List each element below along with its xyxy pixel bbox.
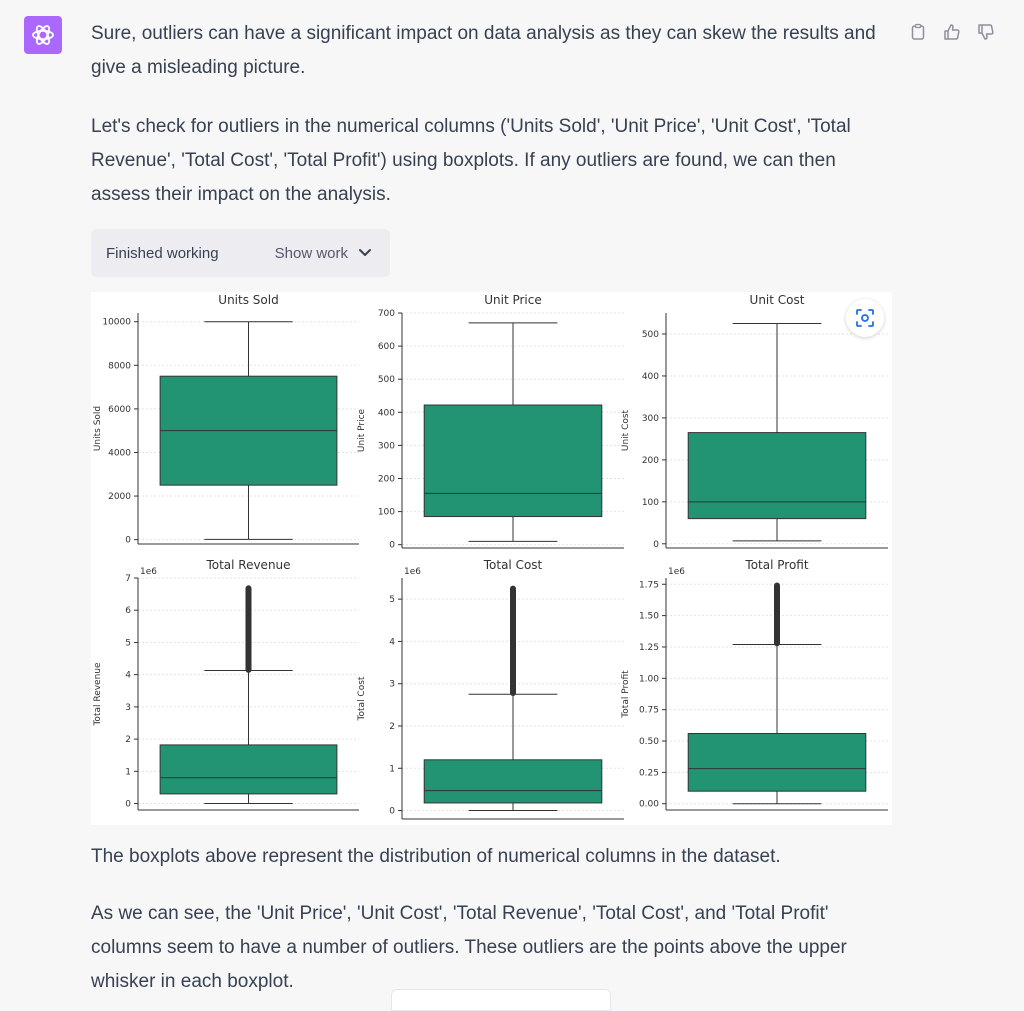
thumbs-up-button[interactable] [940,20,964,44]
openai-logo-icon [32,25,54,45]
message-paragraph: Let's check for outliers in the numerica… [91,110,891,212]
y-tick-label: 700 [378,309,395,319]
show-work-button[interactable]: Show work [275,245,372,262]
y-tick-label: 1 [125,767,131,777]
y-tick-label: 0 [125,800,131,810]
paragraph-text: As we can see, the 'Unit Price', 'Unit C… [91,903,847,992]
clipboard-icon [911,23,925,40]
y-tick-label: 8000 [108,361,131,371]
y-tick-label: 1.50 [639,612,659,622]
y-tick-label: 3 [125,703,131,713]
axis-exponent: 1e6 [140,567,157,577]
chat-input-edge[interactable] [391,989,611,1011]
y-tick-label: 600 [378,342,395,352]
chart-title: Total Profit [744,558,808,572]
status-label: Finished working [106,244,219,262]
axis-exponent: 1e6 [668,567,685,577]
y-tick-label: 4000 [108,448,131,458]
y-tick-label: 300 [642,414,659,424]
y-tick-label: 3 [389,680,395,690]
y-tick-label: 5 [389,595,395,605]
y-axis-label: Total Cost [357,676,367,721]
y-tick-label: 0.00 [639,800,659,810]
y-axis-label: Total Revenue [93,662,103,727]
expand-image-button[interactable] [846,299,884,337]
y-tick-label: 4 [125,671,131,681]
chevron-down-icon [359,249,371,256]
assistant-avatar [24,16,62,54]
thumbs-up-icon [944,24,960,40]
y-tick-label: 200 [642,456,659,466]
y-tick-label: 2 [125,735,131,745]
paragraph-text: Let's check for outliers in the numerica… [91,116,851,205]
y-tick-label: 1 [389,764,395,774]
y-tick-label: 400 [378,408,395,418]
message-paragraph: The boxplots above represent the distrib… [91,840,891,874]
code-interpreter-status: Finished working Show work [91,229,390,277]
axis-exponent: 1e6 [404,567,421,577]
thumbs-down-button[interactable] [974,20,998,44]
y-tick-label: 500 [378,375,395,385]
y-axis-label: Unit Price [357,408,367,452]
y-tick-label: 1.75 [639,580,659,590]
show-work-label: Show work [274,244,348,262]
y-axis-label: Total Profit [621,670,631,719]
box-iqr [687,733,867,792]
y-tick-label: 100 [642,498,659,508]
y-tick-label: 5 [125,638,131,648]
chart-title: Unit Cost [750,293,805,307]
thumbs-down-icon [978,24,994,40]
message-paragraph: Sure, outliers can have a significant im… [91,17,891,85]
y-tick-label: 0 [389,807,395,817]
y-axis-label: Units Sold [93,406,103,451]
paragraph-text: Sure, outliers can have a significant im… [91,23,876,78]
y-tick-label: 0.75 [639,706,659,716]
y-tick-label: 1.00 [639,674,659,684]
chart-title: Total Cost [483,558,543,572]
message-actions [906,20,998,44]
y-tick-label: 0.50 [639,737,659,747]
y-tick-label: 2000 [108,492,131,502]
chart-title: Units Sold [218,293,278,307]
y-axis-label: Unit Cost [621,409,631,451]
y-tick-label: 6000 [108,405,131,415]
y-tick-label: 1.25 [639,643,659,653]
paragraph-text: The boxplots above represent the distrib… [91,846,781,867]
copy-button[interactable] [906,20,930,44]
message-paragraph: As we can see, the 'Unit Price', 'Unit C… [91,897,891,999]
y-tick-label: 0 [389,541,395,551]
y-tick-label: 0 [653,540,659,550]
y-tick-label: 500 [642,330,659,340]
y-tick-label: 4 [389,637,395,647]
box-iqr [687,432,867,520]
y-tick-label: 2 [389,722,395,732]
y-tick-label: 300 [378,441,395,451]
box-iqr [423,404,603,518]
y-tick-label: 0.25 [639,768,659,778]
y-tick-label: 7 [125,574,131,584]
scan-zoom-icon [856,309,874,327]
y-tick-label: 400 [642,372,659,382]
chart-title: Unit Price [484,293,542,307]
box-iqr [159,744,338,795]
y-tick-label: 200 [378,474,395,484]
box-iqr [423,759,603,804]
y-tick-label: 100 [378,508,395,518]
y-tick-label: 0 [125,536,131,546]
boxplot-figure: 0 2000 4000 6000 8000 10000 Units Sold Units So… [91,292,892,825]
y-tick-label: 6 [125,606,131,616]
chart-title: Total Revenue [205,558,290,572]
y-tick-label: 10000 [102,318,131,328]
